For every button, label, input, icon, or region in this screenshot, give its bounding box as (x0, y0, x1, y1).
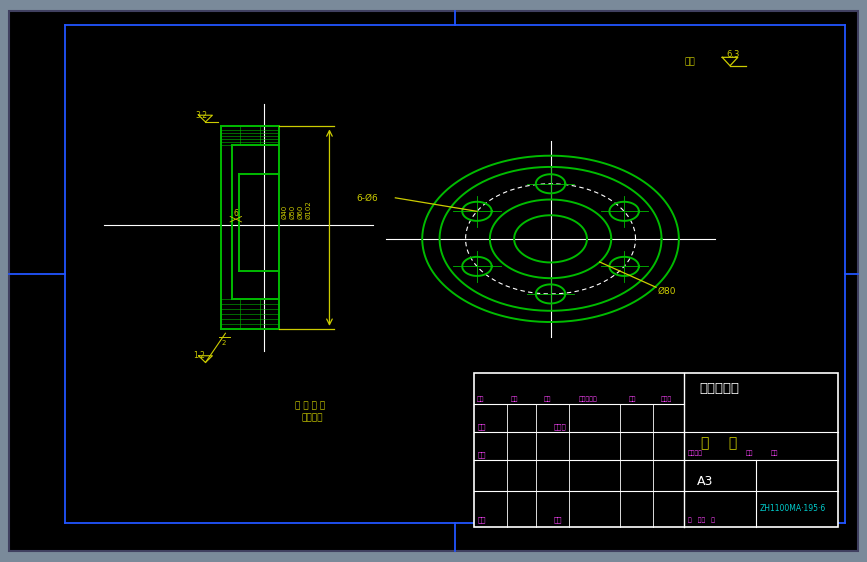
Text: 描图: 描图 (554, 516, 563, 523)
Bar (474, 373, 838, 527)
Text: Ø60: Ø60 (297, 205, 303, 219)
Text: 端    盖: 端 盖 (701, 437, 737, 451)
Text: 标记: 标记 (477, 396, 485, 402)
Text: 签名: 签名 (629, 396, 636, 402)
Text: 年月日: 年月日 (661, 396, 672, 402)
Text: 审核: 审核 (478, 451, 486, 458)
Text: Ø80: Ø80 (658, 287, 676, 296)
Text: 6.3: 6.3 (727, 51, 740, 60)
Text: 处数: 处数 (511, 396, 518, 402)
Text: 共   张第   张: 共 张第 张 (688, 517, 715, 523)
Text: 标准化: 标准化 (554, 424, 567, 430)
Text: ZH1100MA·195·6: ZH1100MA·195·6 (759, 505, 826, 514)
Text: 1.2: 1.2 (193, 351, 205, 360)
Text: Ø50: Ø50 (290, 205, 296, 219)
Text: 6: 6 (233, 210, 238, 219)
Text: 盐城工学院: 盐城工学院 (699, 382, 740, 395)
Text: 工艺: 工艺 (478, 516, 486, 523)
Text: 2: 2 (222, 339, 226, 346)
Text: Ø40: Ø40 (282, 205, 288, 219)
Text: 阶段标记: 阶段标记 (688, 451, 703, 456)
Text: 3.2: 3.2 (195, 111, 207, 120)
Text: 6-Ø6: 6-Ø6 (356, 194, 378, 203)
Text: 分区: 分区 (544, 396, 551, 402)
Text: Ø102: Ø102 (305, 201, 311, 219)
Text: A3: A3 (696, 475, 713, 488)
Text: 时效处理: 时效处理 (302, 414, 323, 423)
Text: 比例: 比例 (770, 451, 778, 456)
Text: 其余: 其余 (685, 58, 695, 67)
Text: 重量: 重量 (746, 451, 753, 456)
Text: 设计: 设计 (478, 424, 486, 430)
Text: 技 术 要 求: 技 术 要 求 (295, 402, 325, 411)
Text: 更改文件号: 更改文件号 (578, 396, 597, 402)
